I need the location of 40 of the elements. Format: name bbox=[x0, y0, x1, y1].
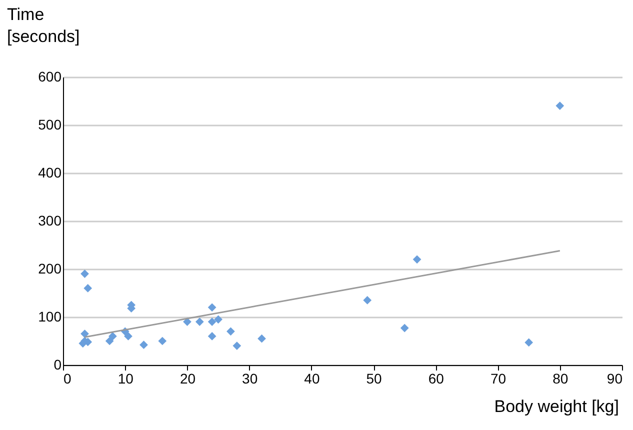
point bbox=[124, 332, 132, 340]
point bbox=[524, 338, 534, 347]
point bbox=[84, 284, 92, 292]
x-tick-label: 20 bbox=[180, 370, 196, 386]
point bbox=[412, 255, 422, 264]
x-tick-label: 40 bbox=[304, 370, 320, 386]
y-tick-label: 200 bbox=[38, 260, 62, 276]
point bbox=[140, 340, 148, 350]
y-tick-label: 100 bbox=[38, 308, 62, 324]
point bbox=[214, 315, 222, 324]
point bbox=[108, 332, 117, 340]
point bbox=[80, 330, 89, 338]
y-tick-label: 500 bbox=[38, 116, 62, 132]
y-axis-title: Time [seconds] bbox=[7, 5, 80, 46]
y-tick-label: 600 bbox=[38, 68, 62, 84]
x-tick-label: 60 bbox=[428, 370, 444, 386]
point bbox=[208, 318, 216, 326]
y-tick-label: 400 bbox=[38, 164, 62, 180]
point bbox=[226, 327, 235, 336]
point bbox=[258, 334, 266, 343]
point bbox=[208, 332, 216, 340]
point bbox=[208, 303, 216, 312]
point bbox=[183, 318, 192, 326]
y-tick-label: 300 bbox=[38, 212, 62, 228]
point bbox=[363, 296, 372, 304]
x-tick-label: 70 bbox=[490, 370, 506, 386]
point bbox=[400, 324, 409, 332]
point bbox=[556, 102, 564, 110]
x-tick-label: 90 bbox=[606, 370, 623, 386]
point bbox=[232, 342, 242, 350]
x-tick-label: 80 bbox=[552, 370, 568, 386]
x-tick-label: 30 bbox=[242, 370, 258, 386]
point bbox=[158, 336, 167, 346]
point bbox=[80, 270, 89, 278]
x-axis-title: Body weight [kg] bbox=[494, 397, 619, 416]
x-tick-label: 50 bbox=[366, 370, 382, 386]
x-tick-label: 10 bbox=[118, 370, 134, 386]
y-tick-label: 0 bbox=[54, 356, 62, 372]
point bbox=[195, 318, 204, 326]
point bbox=[105, 336, 114, 346]
